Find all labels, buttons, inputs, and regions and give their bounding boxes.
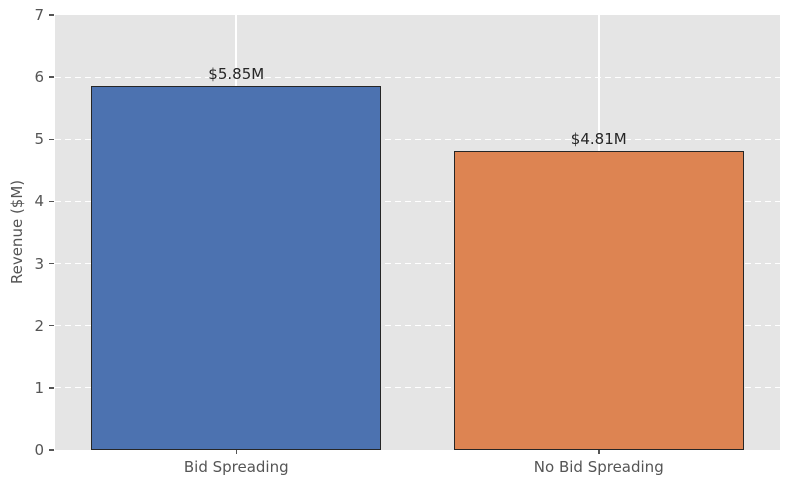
ytick-mark-6 xyxy=(49,76,54,78)
xtick-mark-1 xyxy=(235,450,237,454)
bar-value-label-1: $5.85M xyxy=(208,65,265,84)
gridline-h-5 xyxy=(55,138,780,140)
ytick-mark-3 xyxy=(49,262,54,265)
ytick-label-2: 2 xyxy=(34,316,44,335)
plot-area: $5.85M $4.81M xyxy=(55,15,780,450)
ytick-mark-7 xyxy=(49,14,54,16)
gridline-h-1 xyxy=(55,387,780,389)
ytick-mark-4 xyxy=(49,200,54,203)
ytick-label-6: 6 xyxy=(34,68,44,87)
xtick-mark-2 xyxy=(598,450,600,454)
ytick-mark-2 xyxy=(49,324,54,327)
bar-2 xyxy=(453,151,744,450)
gridline-h-2 xyxy=(55,325,780,327)
ytick-mark-0 xyxy=(49,449,54,451)
ytick-label-0: 0 xyxy=(34,441,44,459)
ytick-label-5: 5 xyxy=(34,130,44,149)
bar-value-label-2: $4.81M xyxy=(570,130,627,149)
ytick-label-4: 4 xyxy=(34,192,44,211)
ytick-mark-5 xyxy=(49,138,54,141)
ytick-mark-1 xyxy=(49,387,54,389)
ytick-label-3: 3 xyxy=(34,254,44,273)
bar-1 xyxy=(91,86,382,450)
gridline-h-6 xyxy=(55,76,780,78)
gridline-h-4 xyxy=(55,200,780,203)
ytick-label-7: 7 xyxy=(34,6,44,24)
ytick-label-1: 1 xyxy=(34,378,44,397)
xtick-label-1: Bid Spreading xyxy=(183,458,289,476)
gridline-h-3 xyxy=(55,262,780,265)
xtick-label-2: No Bid Spreading xyxy=(533,458,664,476)
